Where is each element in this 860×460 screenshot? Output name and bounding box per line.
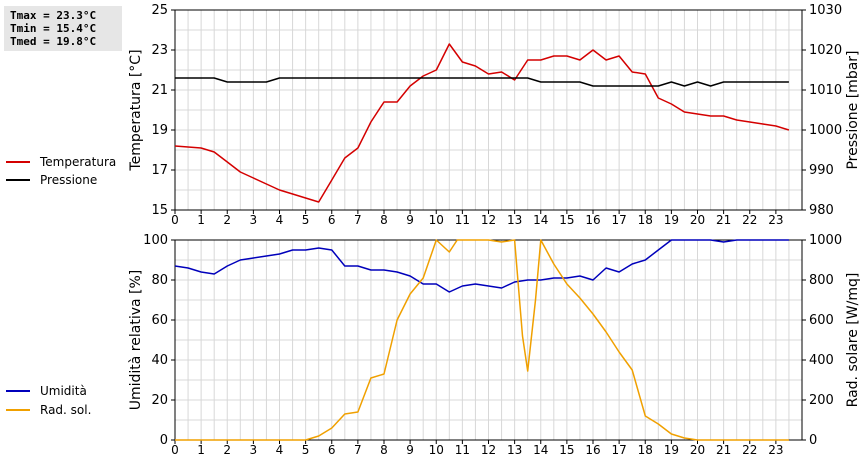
panel1-xtick-label: 20: [690, 213, 705, 227]
legend-swatch-umidita: [6, 390, 30, 392]
panel1-xtick-label: 18: [638, 213, 653, 227]
panel2-xtick-label: 9: [406, 443, 414, 457]
panel2-xtick-label: 14: [533, 443, 548, 457]
panel2-ytick-label: 20: [151, 393, 168, 408]
legend-item-temperatura: Temperatura: [6, 153, 116, 171]
panel1-xtick-label: 12: [481, 213, 496, 227]
panel1-xtick-label: 14: [533, 213, 548, 227]
panel1-xtick-label: 23: [768, 213, 783, 227]
legend-swatch-radsol: [6, 409, 30, 411]
panel2-series-2-line: [175, 239, 789, 441]
legend-item-pressione: Pressione: [6, 171, 116, 189]
legend-top: Temperatura Pressione: [6, 153, 116, 189]
panel1-ylabel: Temperatura [°C]: [128, 49, 144, 171]
panel2-xtick-label: 10: [429, 443, 444, 457]
panel2-xtick-label: 12: [481, 443, 496, 457]
legend-item-umidita: Umidità: [6, 382, 126, 400]
panel1-y2tick-label: 1000: [809, 123, 842, 138]
panel1-xtick-label: 22: [742, 213, 757, 227]
panel2-xtick-label: 20: [690, 443, 705, 457]
panel2-xtick-label: 8: [380, 443, 388, 457]
legend-label-umidita: Umidità: [40, 384, 87, 398]
panel2-y2tick-label: 400: [809, 353, 834, 368]
panel2-xtick-label: 19: [664, 443, 679, 457]
tmed-text: Tmed = 19.8°C: [10, 35, 97, 48]
legend-label-temperatura: Temperatura: [40, 155, 117, 169]
panel2-xtick-label: 18: [638, 443, 653, 457]
panel1-y2label: Pressione [mbar]: [845, 50, 860, 169]
panel1-y2tick-label: 980: [809, 203, 834, 218]
panel1-y2tick-label: 1020: [809, 43, 842, 58]
panel2-xtick-label: 11: [455, 443, 470, 457]
panel1-y2tick-label: 990: [809, 163, 834, 178]
panel1-xtick-label: 2: [223, 213, 231, 227]
panel2-xtick-label: 23: [768, 443, 783, 457]
panel2-xtick-label: 22: [742, 443, 757, 457]
panel1-xtick-label: 8: [380, 213, 388, 227]
panel2-xtick-label: 0: [171, 443, 179, 457]
panel1-y2tick-label: 1030: [809, 3, 842, 18]
legend-label-pressione: Pressione: [40, 173, 98, 187]
legend-swatch-pressione: [6, 179, 30, 181]
panel2-y2tick-label: 600: [809, 313, 834, 328]
panel1-xtick-label: 5: [302, 213, 310, 227]
panel1-xtick-label: 16: [585, 213, 600, 227]
panel1-series-2-line: [175, 77, 789, 87]
panel2-xtick-label: 5: [302, 443, 310, 457]
panel2-xtick-label: 21: [716, 443, 731, 457]
panel2-y2tick-label: 200: [809, 393, 834, 408]
panel2-ytick-label: 40: [151, 353, 168, 368]
panel1-xtick-label: 10: [429, 213, 444, 227]
panel1-series-1-line: [174, 43, 790, 203]
panel2-xtick-label: 2: [223, 443, 231, 457]
panel1-xtick-label: 19: [664, 213, 679, 227]
panel2-series-1-line: [174, 239, 789, 293]
panel2-xtick-label: 7: [354, 443, 362, 457]
panel1-xtick-label: 6: [328, 213, 336, 227]
panel1-xtick-label: 15: [559, 213, 574, 227]
panel1-ytick-label: 15: [151, 203, 168, 218]
panel1-ytick-label: 17: [151, 163, 168, 178]
panel1-xtick-label: 17: [611, 213, 626, 227]
panel2-xtick-label: 3: [250, 443, 258, 457]
panel2-xtick-label: 6: [328, 443, 336, 457]
panel1-ytick-label: 19: [151, 123, 168, 138]
stats-box: Tmax = 23.3°C Tmin = 15.4°C Tmed = 19.8°…: [4, 6, 122, 51]
panel2-xtick-label: 15: [559, 443, 574, 457]
panel1-xtick-label: 3: [250, 213, 258, 227]
panel2-ytick-label: 100: [143, 233, 168, 248]
tmax-text: Tmax = 23.3°C: [10, 9, 97, 22]
panel1-xtick-label: 21: [716, 213, 731, 227]
legend-label-radsol: Rad. sol.: [40, 403, 92, 417]
panel2-y2label: Rad. solare [W/mq]: [845, 273, 860, 408]
tmin-text: Tmin = 15.4°C: [10, 22, 97, 35]
panel1-ytick-label: 23: [151, 43, 168, 58]
panel2-y2tick-label: 800: [809, 273, 834, 288]
panel1-xtick-label: 7: [354, 213, 362, 227]
panel2-y2tick-label: 1000: [809, 233, 842, 248]
panel2-ytick-label: 0: [160, 433, 168, 448]
panel2-ylabel: Umidità relativa [%]: [128, 270, 144, 411]
panel1-ytick-label: 25: [151, 3, 168, 18]
panel2-xtick-label: 16: [585, 443, 600, 457]
panel2-xtick-label: 4: [276, 443, 284, 457]
legend-item-radsol: Rad. sol.: [6, 401, 126, 419]
panel1-xtick-label: 1: [197, 213, 205, 227]
panel2-ytick-label: 60: [151, 313, 168, 328]
panel1-xtick-label: 13: [507, 213, 522, 227]
panel2-xtick-label: 17: [611, 443, 626, 457]
panel2-y2tick-label: 0: [809, 433, 817, 448]
panel2-ytick-label: 80: [151, 273, 168, 288]
panel1-xtick-label: 9: [406, 213, 414, 227]
legend-swatch-temperatura: [6, 161, 30, 163]
panel1-xtick-label: 4: [276, 213, 284, 227]
panel1-xtick-label: 0: [171, 213, 179, 227]
panel1-ytick-label: 21: [151, 83, 168, 98]
panel1-xtick-label: 11: [455, 213, 470, 227]
panel2-xtick-label: 13: [507, 443, 522, 457]
panel2-xtick-label: 1: [197, 443, 205, 457]
panel1-y2tick-label: 1010: [809, 83, 842, 98]
